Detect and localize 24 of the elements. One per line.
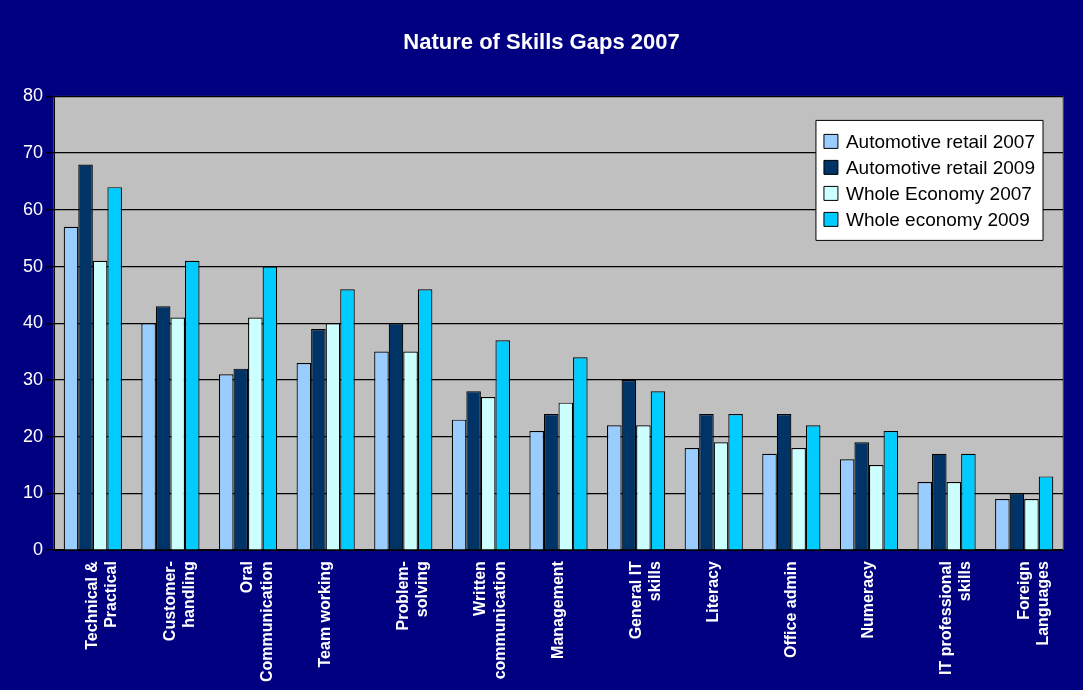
legend-label: Automotive retail 2007 (845, 130, 1036, 152)
y-tick-label: 10 (22, 482, 44, 503)
y-tick-label: 0 (33, 539, 44, 560)
y-tick-label: 40 (22, 312, 44, 333)
y-tick-label: 30 (22, 368, 44, 389)
x-tick-label: Literacy (704, 561, 722, 623)
y-tick-label: 20 (22, 425, 44, 446)
x-tick-label: Management (548, 560, 566, 659)
x-tick-label: IT professional skills (936, 561, 974, 675)
legend-label: Whole economy 2009 (845, 208, 1030, 230)
legend-label: Automotive retail 2009 (845, 156, 1036, 178)
x-tick-label: Team working (316, 561, 334, 668)
x-tick-label: Office admin (781, 561, 799, 659)
y-tick-label: 80 (22, 85, 44, 106)
x-tick-label: Problem-solving (393, 561, 430, 631)
x-tick-label: Technical & Practical (83, 560, 120, 650)
x-tick-label: General IT skills (626, 560, 663, 640)
x-tick-label: Numeracy (859, 561, 877, 639)
x-tick-label: Customer-handling (160, 561, 198, 642)
chart-title: Nature of Skills Gaps 2007 (403, 29, 680, 55)
legend-label: Whole Economy 2007 (845, 182, 1032, 204)
y-tick-label: 50 (22, 255, 44, 276)
y-tick-label: 60 (22, 198, 44, 219)
y-tick-label: 70 (22, 142, 44, 163)
